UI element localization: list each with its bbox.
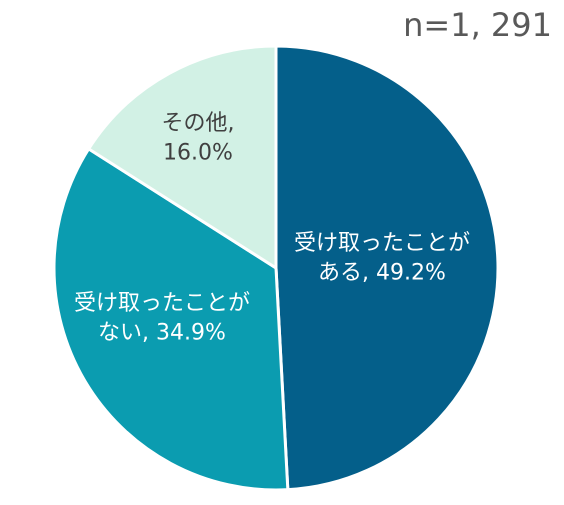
slice-label-received: 受け取ったことがある, 49.2% — [294, 231, 470, 286]
pie-slices — [52, 44, 500, 492]
pie-labels: 受け取ったことがある, 49.2% 受け取ったことがない, 34.9% その他, 16… — [74, 111, 470, 346]
pie-slice-not-received — [52, 147, 290, 492]
sample-size-note: n=1, 291 — [403, 6, 552, 44]
pie-slice-other — [87, 44, 278, 270]
pie-slice-received — [274, 44, 500, 492]
slice-label-not-received: 受け取ったことがない, 34.9% — [74, 291, 250, 346]
slice-label-other: その他, 16.0% — [162, 111, 235, 166]
